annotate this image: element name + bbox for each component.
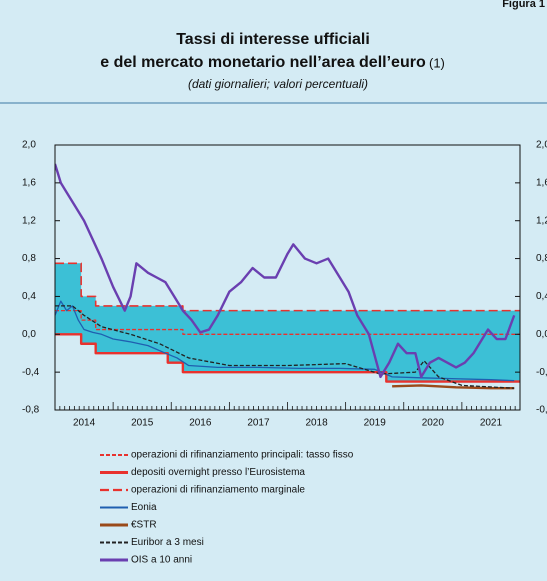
chart-title: Tassi di interesse ufficiali [176, 31, 370, 48]
y-tick-label-right: -0,8 [536, 405, 547, 416]
series-line [55, 309, 520, 335]
series-line [55, 163, 516, 379]
series-line [392, 384, 515, 390]
y-tick-label: -0,8 [22, 405, 40, 416]
x-tick-label: 2021 [480, 418, 503, 429]
x-tick-label: 2016 [189, 418, 212, 429]
y-tick-label-right: 0,0 [536, 329, 547, 340]
y-tick-label-right: 0,8 [536, 253, 547, 264]
x-tick-label: 2019 [364, 418, 387, 429]
y-tick-label: 0,4 [22, 291, 36, 302]
y-tick-label: 0,0 [22, 329, 36, 340]
y-tick-label: 1,6 [22, 177, 36, 188]
x-tick-label: 2018 [305, 418, 328, 429]
x-tick-label: 2017 [247, 418, 270, 429]
chart-title-line2: e del mercato monetario nell’area dell’e… [100, 54, 426, 71]
legend-label: operazioni di rifinanziamento marginale [131, 485, 305, 496]
y-tick-label-right: 0,4 [536, 291, 547, 302]
y-tick-label: 2,0 [22, 140, 36, 151]
y-tick-label-right: 1,6 [536, 177, 547, 188]
y-tick-label-right: 2,0 [536, 140, 547, 151]
legend-label: depositi overnight presso l’Eurosistema [131, 467, 305, 478]
series-line [55, 262, 520, 312]
y-tick-label-right: 1,2 [536, 215, 547, 226]
y-tick-label-right: -0,4 [536, 367, 547, 378]
chart-subtitle: (dati giornalieri; valori percentuali) [188, 77, 368, 91]
legend-label: operazioni di rifinanziamento principali… [131, 450, 354, 461]
x-tick-label: 2014 [73, 418, 96, 429]
plot-layer [55, 163, 520, 390]
legend-label: Euribor a 3 mesi [131, 537, 204, 548]
figure-label: Figura 1 [502, 0, 545, 10]
x-tick-label: 2020 [422, 418, 445, 429]
x-tick-label: 2015 [131, 418, 154, 429]
y-tick-label: 1,2 [22, 215, 36, 226]
series-line [55, 305, 515, 389]
legend-label: €STR [131, 520, 157, 531]
legend-label: OIS a 10 anni [131, 555, 192, 566]
y-tick-label: -0,4 [22, 367, 40, 378]
series-line [55, 300, 515, 382]
legend-label: Eonia [131, 502, 157, 513]
title-note: (1) [429, 55, 445, 70]
corridor-area [55, 263, 520, 382]
y-tick-label: 0,8 [22, 253, 36, 264]
